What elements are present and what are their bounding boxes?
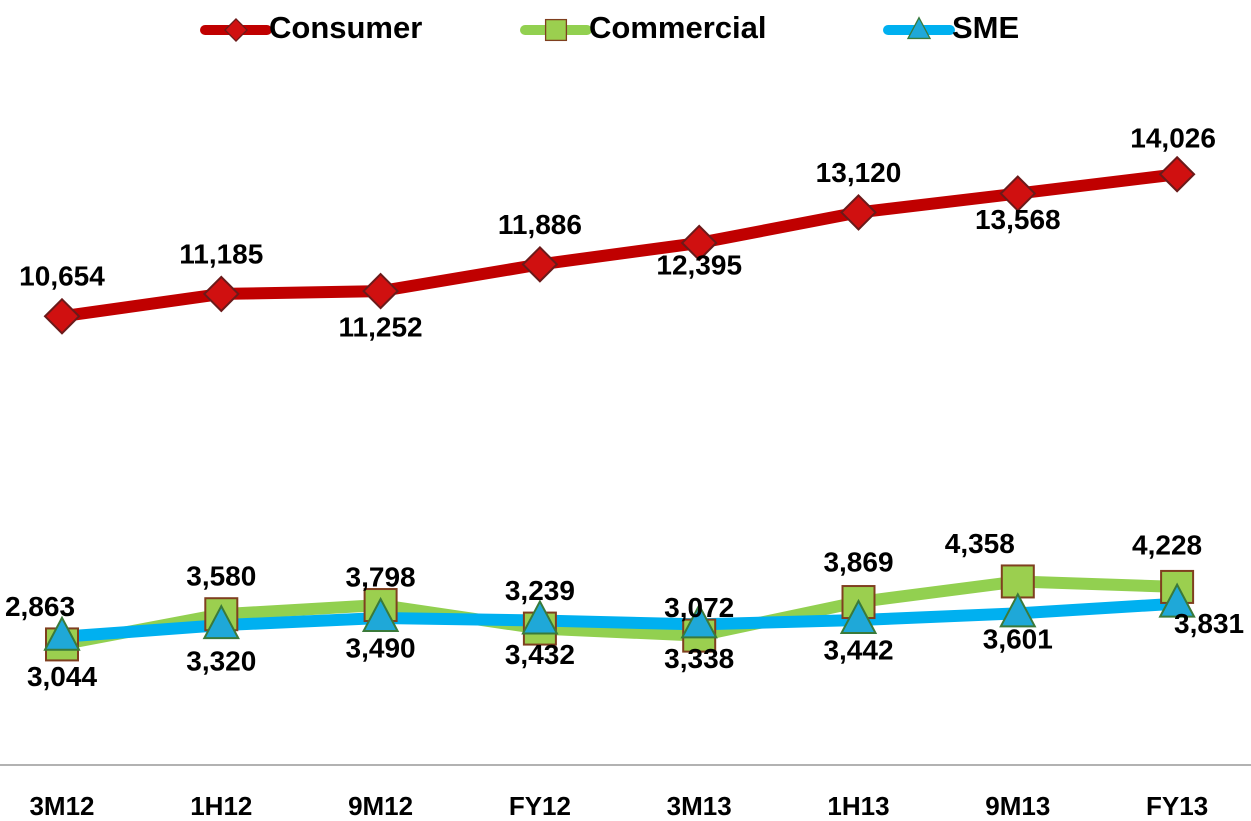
data-label: 2,863 — [5, 591, 75, 622]
point-marker — [680, 224, 718, 262]
x-tick-label: FY13 — [1146, 791, 1208, 821]
data-label: 14,026 — [1130, 123, 1216, 154]
series-line — [60, 575, 1178, 651]
x-tick-label: 1H12 — [190, 791, 252, 821]
data-label: 4,228 — [1132, 529, 1202, 560]
data-label: 3,831 — [1174, 608, 1244, 639]
data-label: 3,072 — [664, 592, 734, 623]
point-marker — [840, 194, 877, 231]
data-label: 3,580 — [186, 561, 256, 592]
data-label: 11,185 — [179, 238, 263, 269]
point-marker — [1158, 582, 1196, 618]
data-label: 3,601 — [983, 624, 1053, 655]
data-label: 3,239 — [505, 575, 575, 606]
x-tick-label: 3M12 — [29, 791, 94, 821]
data-label: 3,490 — [346, 632, 416, 663]
data-label: 13,568 — [975, 204, 1061, 235]
point-marker — [521, 245, 559, 283]
data-label: 3,044 — [27, 661, 97, 692]
data-label: 4,358 — [945, 528, 1015, 559]
series-line — [61, 168, 1178, 323]
x-tick-label: 9M12 — [348, 791, 413, 821]
data-label: 3,798 — [346, 561, 416, 592]
point-marker — [680, 603, 718, 639]
point-marker — [361, 596, 400, 633]
point-marker — [999, 592, 1037, 628]
data-label: 10,654 — [19, 261, 105, 292]
legend-marker — [906, 16, 932, 40]
legend-marker — [544, 18, 568, 42]
point-marker — [1158, 155, 1196, 193]
legend-label: Consumer — [269, 10, 422, 45]
x-tick-label: FY12 — [509, 791, 571, 821]
x-tick-label: 9M13 — [985, 791, 1050, 821]
series-line — [61, 597, 1178, 643]
legend-label: SME — [952, 10, 1019, 45]
data-label: 3,432 — [505, 639, 575, 670]
data-label: 12,395 — [656, 249, 742, 280]
data-label: 11,886 — [498, 209, 582, 240]
x-tick-label: 3M13 — [667, 791, 732, 821]
point-marker — [839, 598, 878, 635]
point-marker — [202, 604, 240, 640]
legend-label: Commercial — [589, 10, 766, 45]
point-marker — [43, 615, 81, 651]
legend-marker — [224, 18, 248, 42]
data-label: 3,442 — [823, 634, 893, 665]
x-tick-label: 1H13 — [827, 791, 889, 821]
data-label: 13,120 — [816, 157, 902, 188]
data-label: 3,338 — [664, 643, 734, 674]
data-label: 11,252 — [339, 311, 423, 342]
point-marker — [521, 599, 559, 635]
point-marker — [202, 275, 240, 313]
data-label: 3,869 — [823, 546, 893, 577]
point-marker — [999, 175, 1037, 212]
point-marker — [43, 297, 81, 335]
point-marker — [362, 272, 400, 310]
data-label: 3,320 — [186, 646, 256, 677]
